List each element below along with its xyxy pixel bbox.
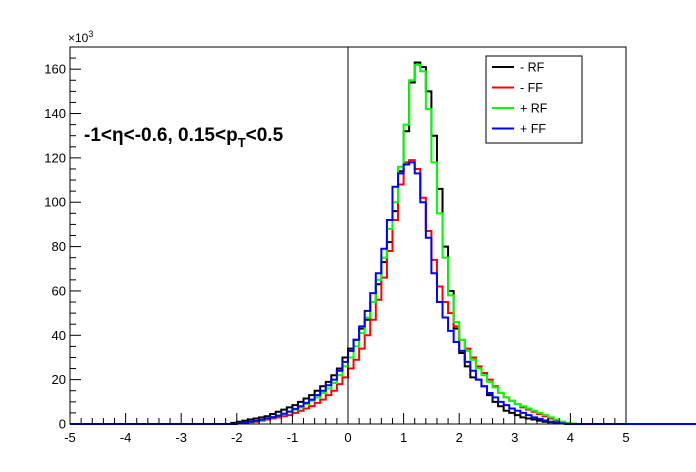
y-tick-label: 0 — [59, 417, 66, 432]
legend-entries: - RF - FF + RF + FF — [492, 61, 548, 136]
x-tick-label: 5 — [622, 430, 629, 445]
y-multiplier: ×103 — [68, 29, 93, 45]
legend-label-3: + FF — [520, 122, 546, 136]
x-tick-label: -1 — [287, 430, 299, 445]
legend-label-1: - FF — [520, 81, 543, 95]
legend: - RF - FF + RF + FF — [485, 55, 583, 144]
y-tick-label: 140 — [44, 106, 66, 121]
x-tick-label: -3 — [175, 430, 187, 445]
y-tick-label: 60 — [52, 283, 66, 298]
x-tick-label: 0 — [344, 430, 351, 445]
x-tick-label: 4 — [567, 430, 574, 445]
x-tick-label: 2 — [456, 430, 463, 445]
y-multiplier-exponent: 3 — [88, 29, 93, 39]
x-tick-label: -4 — [120, 430, 132, 445]
y-tick-label: 80 — [52, 239, 66, 254]
y-tick-label: 40 — [52, 328, 66, 343]
x-tick-label: 3 — [511, 430, 518, 445]
annotation-middle: <-0.6, 0.15<p — [124, 125, 238, 146]
x-axis: -5 -4 -3 -2 -1 0 1 2 3 4 5 — [64, 413, 630, 445]
annotation-prefix: -1< — [84, 125, 112, 146]
legend-label-0: - RF — [520, 61, 545, 75]
y-tick-label: 20 — [52, 372, 66, 387]
x-tick-label: 1 — [400, 430, 407, 445]
y-multiplier-base: ×10 — [68, 31, 89, 45]
y-tick-label: 100 — [44, 195, 66, 210]
annotation-suffix: <0.5 — [246, 125, 284, 146]
y-axis: 0 20 40 60 80 100 120 140 160 — [44, 46, 81, 432]
series-line-3 — [70, 161, 696, 425]
annotation-subscript: T — [238, 135, 246, 150]
annotation-eta: η — [112, 125, 124, 146]
series-layer — [70, 61, 696, 425]
y-tick-label: 160 — [44, 62, 66, 77]
x-tick-label: -5 — [64, 430, 76, 445]
legend-label-2: + RF — [520, 102, 548, 116]
chart-annotation: -1<η<-0.6, 0.15<pT<0.5 — [84, 125, 284, 150]
x-tick-label: -2 — [231, 430, 243, 445]
series-line-0 — [70, 61, 696, 425]
y-tick-label: 120 — [44, 150, 66, 165]
